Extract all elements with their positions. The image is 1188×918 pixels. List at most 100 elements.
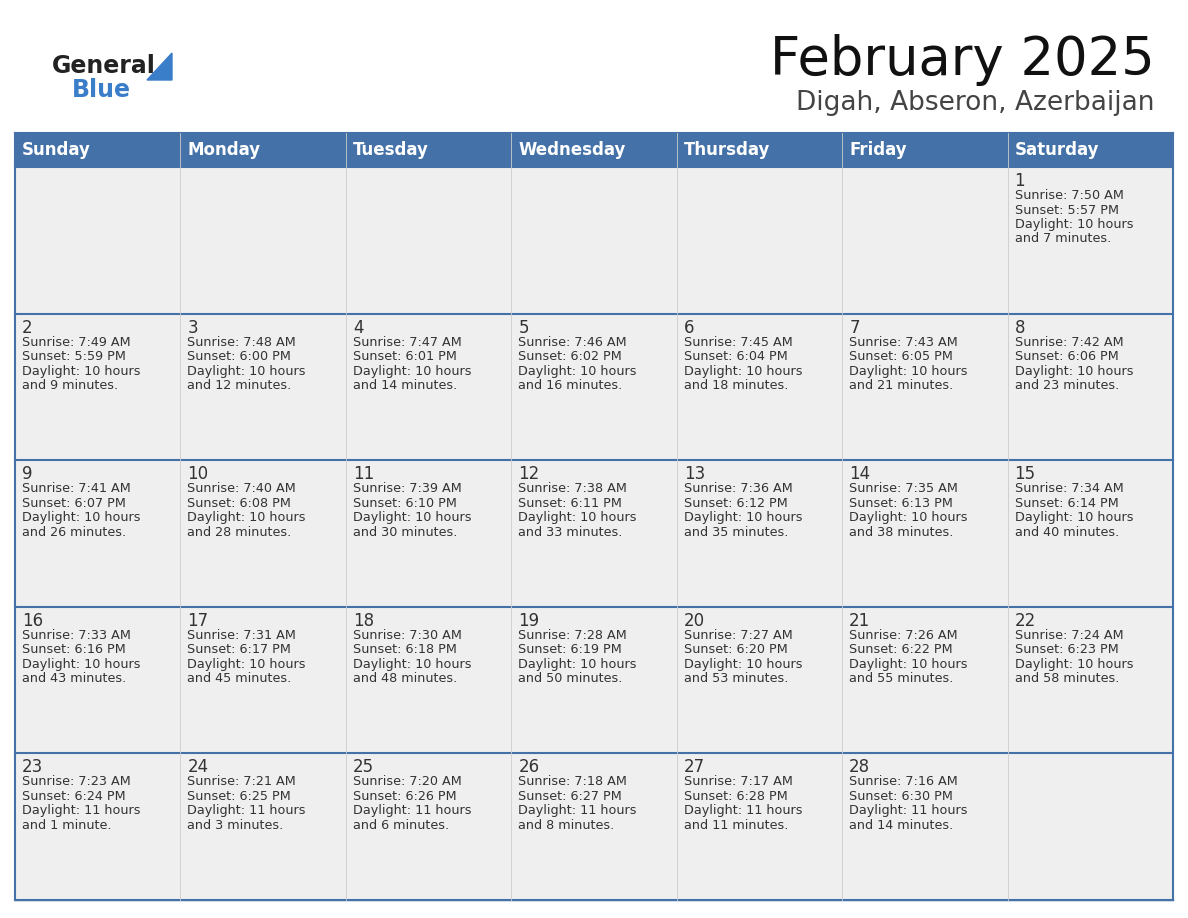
Text: 7: 7 (849, 319, 860, 337)
Bar (346, 460, 511, 607)
Text: 26: 26 (518, 758, 539, 777)
Text: and 33 minutes.: and 33 minutes. (518, 526, 623, 539)
Text: Sunrise: 7:24 AM: Sunrise: 7:24 AM (1015, 629, 1123, 642)
Bar (1007, 607, 1173, 754)
Text: Sunset: 6:27 PM: Sunset: 6:27 PM (518, 789, 623, 803)
Text: Daylight: 10 hours: Daylight: 10 hours (1015, 218, 1133, 231)
Text: Sunset: 5:59 PM: Sunset: 5:59 PM (23, 350, 126, 364)
Text: Sunset: 6:00 PM: Sunset: 6:00 PM (188, 350, 291, 364)
Bar (1007, 314, 1173, 460)
Bar (15, 133, 181, 167)
Text: Monday: Monday (188, 141, 260, 159)
Text: Digah, Abseron, Azerbaijan: Digah, Abseron, Azerbaijan (796, 90, 1155, 116)
Text: and 18 minutes.: and 18 minutes. (684, 379, 788, 392)
Text: Sunset: 6:07 PM: Sunset: 6:07 PM (23, 497, 126, 509)
Text: Sunrise: 7:49 AM: Sunrise: 7:49 AM (23, 336, 131, 349)
Text: Sunset: 6:01 PM: Sunset: 6:01 PM (353, 350, 456, 364)
Text: Sunrise: 7:20 AM: Sunrise: 7:20 AM (353, 776, 462, 789)
Bar (1007, 460, 1173, 607)
Text: and 6 minutes.: and 6 minutes. (353, 819, 449, 832)
Text: Daylight: 10 hours: Daylight: 10 hours (353, 658, 472, 671)
Text: Sunset: 6:24 PM: Sunset: 6:24 PM (23, 789, 126, 803)
Text: 20: 20 (684, 611, 704, 630)
Text: Sunrise: 7:23 AM: Sunrise: 7:23 AM (23, 776, 131, 789)
Text: Daylight: 10 hours: Daylight: 10 hours (518, 364, 637, 377)
Text: Sunset: 6:25 PM: Sunset: 6:25 PM (188, 789, 291, 803)
Text: Daylight: 10 hours: Daylight: 10 hours (353, 364, 472, 377)
Text: 2: 2 (23, 319, 32, 337)
Text: and 26 minutes.: and 26 minutes. (23, 526, 126, 539)
Text: Sunset: 6:16 PM: Sunset: 6:16 PM (23, 644, 126, 656)
Text: and 38 minutes.: and 38 minutes. (849, 526, 954, 539)
Bar (511, 314, 677, 460)
Text: 28: 28 (849, 758, 871, 777)
Text: Sunset: 6:04 PM: Sunset: 6:04 PM (684, 350, 788, 364)
Text: and 3 minutes.: and 3 minutes. (188, 819, 284, 832)
Text: Sunrise: 7:17 AM: Sunrise: 7:17 AM (684, 776, 792, 789)
Bar (677, 167, 842, 314)
Bar (346, 607, 511, 754)
Bar (842, 754, 1007, 900)
Text: Sunset: 6:17 PM: Sunset: 6:17 PM (188, 644, 291, 656)
Text: Sunset: 6:20 PM: Sunset: 6:20 PM (684, 644, 788, 656)
Text: Daylight: 10 hours: Daylight: 10 hours (684, 364, 802, 377)
Bar (511, 607, 677, 754)
Bar (181, 754, 346, 900)
Text: Sunset: 6:05 PM: Sunset: 6:05 PM (849, 350, 953, 364)
Text: Sunrise: 7:40 AM: Sunrise: 7:40 AM (188, 482, 296, 495)
Text: 8: 8 (1015, 319, 1025, 337)
Bar (511, 167, 677, 314)
Text: Sunrise: 7:18 AM: Sunrise: 7:18 AM (518, 776, 627, 789)
Text: Sunrise: 7:16 AM: Sunrise: 7:16 AM (849, 776, 958, 789)
Text: Sunset: 6:12 PM: Sunset: 6:12 PM (684, 497, 788, 509)
Text: Daylight: 10 hours: Daylight: 10 hours (849, 511, 968, 524)
Text: Sunrise: 7:39 AM: Sunrise: 7:39 AM (353, 482, 462, 495)
Text: and 7 minutes.: and 7 minutes. (1015, 232, 1111, 245)
Text: Sunrise: 7:50 AM: Sunrise: 7:50 AM (1015, 189, 1124, 202)
Bar (511, 754, 677, 900)
Text: and 48 minutes.: and 48 minutes. (353, 672, 457, 686)
Text: 27: 27 (684, 758, 704, 777)
Text: Daylight: 11 hours: Daylight: 11 hours (684, 804, 802, 817)
Text: Friday: Friday (849, 141, 906, 159)
Text: Sunset: 6:13 PM: Sunset: 6:13 PM (849, 497, 953, 509)
Text: Sunset: 5:57 PM: Sunset: 5:57 PM (1015, 204, 1119, 217)
Text: Sunrise: 7:43 AM: Sunrise: 7:43 AM (849, 336, 958, 349)
Bar (181, 133, 346, 167)
Text: Sunset: 6:30 PM: Sunset: 6:30 PM (849, 789, 953, 803)
Text: and 35 minutes.: and 35 minutes. (684, 526, 788, 539)
Text: Daylight: 10 hours: Daylight: 10 hours (849, 658, 968, 671)
Text: 12: 12 (518, 465, 539, 483)
Text: Daylight: 10 hours: Daylight: 10 hours (353, 511, 472, 524)
Text: 16: 16 (23, 611, 43, 630)
Bar (181, 167, 346, 314)
Text: Daylight: 10 hours: Daylight: 10 hours (1015, 511, 1133, 524)
Text: Daylight: 10 hours: Daylight: 10 hours (23, 658, 140, 671)
Text: and 30 minutes.: and 30 minutes. (353, 526, 457, 539)
Text: Sunrise: 7:48 AM: Sunrise: 7:48 AM (188, 336, 296, 349)
Text: Sunset: 6:18 PM: Sunset: 6:18 PM (353, 644, 456, 656)
Bar (1007, 167, 1173, 314)
Text: 13: 13 (684, 465, 704, 483)
Bar (181, 607, 346, 754)
Text: and 23 minutes.: and 23 minutes. (1015, 379, 1119, 392)
Text: Sunset: 6:28 PM: Sunset: 6:28 PM (684, 789, 788, 803)
Text: and 14 minutes.: and 14 minutes. (353, 379, 457, 392)
Text: Sunrise: 7:38 AM: Sunrise: 7:38 AM (518, 482, 627, 495)
Text: 11: 11 (353, 465, 374, 483)
Text: Sunrise: 7:31 AM: Sunrise: 7:31 AM (188, 629, 296, 642)
Text: and 16 minutes.: and 16 minutes. (518, 379, 623, 392)
Text: Thursday: Thursday (684, 141, 770, 159)
Text: Daylight: 11 hours: Daylight: 11 hours (23, 804, 140, 817)
Text: 24: 24 (188, 758, 209, 777)
Text: Blue: Blue (72, 78, 131, 102)
Bar (1007, 133, 1173, 167)
Text: and 1 minute.: and 1 minute. (23, 819, 112, 832)
Text: Daylight: 10 hours: Daylight: 10 hours (23, 364, 140, 377)
Bar (842, 314, 1007, 460)
Text: Sunrise: 7:33 AM: Sunrise: 7:33 AM (23, 629, 131, 642)
Text: and 43 minutes.: and 43 minutes. (23, 672, 126, 686)
Text: 18: 18 (353, 611, 374, 630)
Text: 19: 19 (518, 611, 539, 630)
Bar (181, 460, 346, 607)
